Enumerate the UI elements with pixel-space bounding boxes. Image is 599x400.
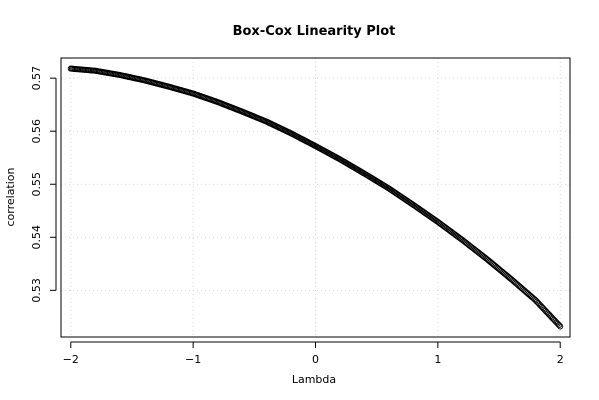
grid — [61, 58, 570, 337]
y-tick-label: 0.56 — [30, 119, 43, 144]
y-tick-label: 0.53 — [30, 278, 43, 303]
y-tick-label: 0.55 — [30, 172, 43, 197]
x-tick-label: 2 — [557, 353, 564, 366]
y-axis-label: correlation — [4, 167, 17, 226]
x-axis-label: Lambda — [292, 373, 336, 386]
chart-title: Box-Cox Linearity Plot — [233, 24, 396, 39]
x-tick-label: −2 — [63, 353, 79, 366]
x-tick-label: 1 — [434, 353, 441, 366]
y-axis: 0.53 0.54 0.55 0.56 0.57 — [30, 66, 57, 303]
x-axis: −2 −1 0 1 2 — [63, 341, 564, 366]
plot-frame — [60, 57, 571, 338]
x-tick-label: −1 — [185, 353, 201, 366]
data-point — [557, 323, 564, 330]
data-points — [67, 65, 564, 330]
data-point — [555, 322, 563, 329]
y-tick-label: 0.57 — [30, 66, 43, 91]
x-tick-label: 0 — [312, 353, 319, 366]
y-tick-label: 0.54 — [30, 225, 43, 250]
